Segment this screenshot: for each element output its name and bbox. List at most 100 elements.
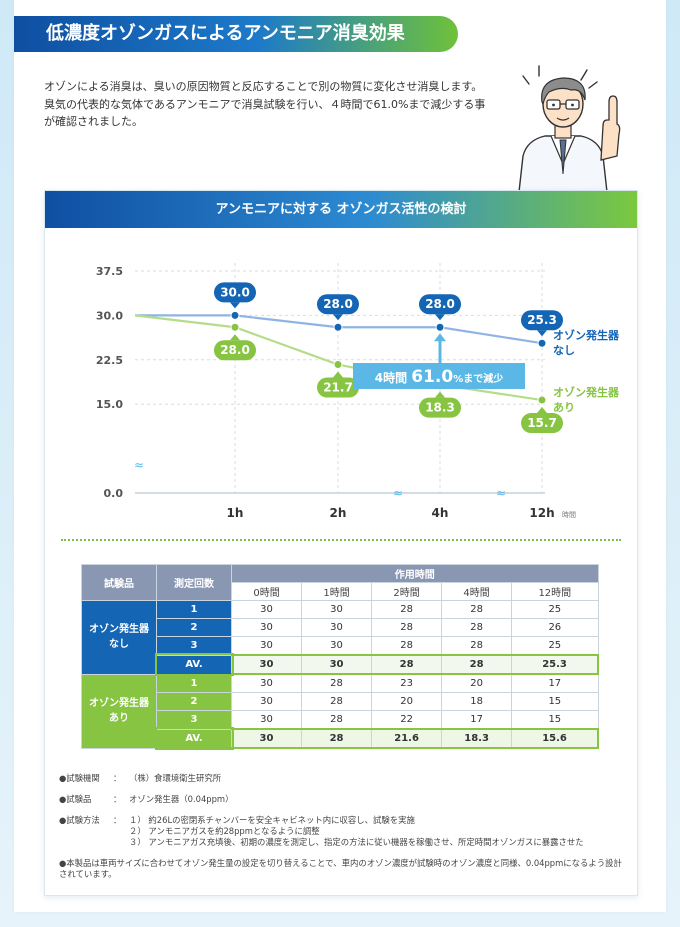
- run-number: 3: [156, 710, 232, 730]
- value-cell: 30: [230, 636, 303, 656]
- header-time: 0時間: [230, 582, 303, 601]
- value-cell: 25: [511, 636, 599, 656]
- average-cell: 28: [371, 654, 443, 675]
- series-name: なし: [553, 344, 575, 357]
- note-colon: ：: [113, 794, 122, 804]
- data-label-bubble: [214, 340, 256, 361]
- value-cell: 26: [511, 618, 599, 637]
- value-cell: 22: [371, 710, 443, 730]
- value-cell: 28: [301, 710, 373, 730]
- value-cell: 28: [371, 600, 443, 619]
- data-label-bubble: [214, 282, 256, 303]
- section-divider: [61, 539, 621, 541]
- data-label-pointer: [333, 314, 343, 321]
- data-point: [230, 322, 240, 332]
- data-label: 21.7: [323, 381, 353, 395]
- note-colon: ：: [113, 773, 122, 783]
- notes: ●試験機関 ： （株）食環境衛生研究所 ●試験品 ： オゾン発生器（0.04pp…: [59, 773, 629, 890]
- value-cell: 28: [441, 600, 513, 619]
- data-label: 15.7: [527, 416, 557, 430]
- run-number: 2: [156, 692, 232, 711]
- average-cell: 28: [441, 654, 513, 675]
- data-label-pointer: [537, 407, 547, 414]
- data-label-pointer: [230, 302, 240, 309]
- value-cell: 30: [301, 600, 373, 619]
- header-time: 12時間: [511, 582, 599, 601]
- header-duration: 作用時間: [231, 564, 599, 583]
- page-title: 低濃度オゾンガスによるアンモニア消臭効果: [14, 16, 458, 52]
- value-cell: 17: [441, 710, 513, 730]
- x-tick-label: 2h: [330, 506, 347, 520]
- value-cell: 18: [441, 692, 513, 711]
- note-method: ●試験方法 ： １） 約26Lの密閉系チャンバーを安全キャビネット内に収容し、試…: [59, 815, 629, 848]
- run-number: 2: [156, 618, 232, 637]
- value-cell: 30: [230, 673, 303, 693]
- note-product: ●試験品 ： オゾン発生器（0.04ppm）: [59, 794, 629, 805]
- axis-break-mark: ≈: [134, 458, 144, 472]
- note-label: ●試験品: [59, 794, 92, 804]
- data-point: [333, 322, 343, 332]
- run-number: 1: [156, 600, 232, 619]
- value-cell: 28: [441, 618, 513, 637]
- header-count: 測定回数: [156, 564, 232, 601]
- scientist-illustration: [518, 65, 621, 192]
- average-label: AV.: [154, 653, 234, 676]
- x-tick-label: 12h: [529, 506, 554, 520]
- axis-break-mark: ≈: [393, 486, 403, 500]
- value-cell: 28: [371, 618, 443, 637]
- header-time: 2時間: [371, 582, 443, 601]
- data-label-bubble: [419, 397, 461, 418]
- axis-break-mark: ≈: [496, 486, 506, 500]
- note-text: １） 約26Lの密閉系チャンバーを安全キャビネット内に収容し、試験を実施 ２） …: [129, 815, 629, 848]
- series-name: あり: [553, 401, 575, 414]
- value-cell: 30: [301, 618, 373, 637]
- data-label-pointer: [435, 391, 445, 398]
- note-label: ●試験機関: [59, 773, 100, 783]
- note-text: オゾン発生器（0.04ppm）: [129, 794, 234, 804]
- data-label-bubble: [317, 294, 359, 315]
- average-cell: 30: [301, 654, 373, 675]
- callout-arrowhead: [434, 333, 446, 342]
- data-label: 18.3: [425, 401, 455, 415]
- data-label-bubble: [419, 294, 461, 315]
- x-tick-label: 4h: [432, 506, 449, 520]
- value-cell: 28: [441, 636, 513, 656]
- results-card: アンモニアに対する オゾンガス活性の検討 0.0 15.0 22.5 30.0 37.5…: [44, 190, 638, 896]
- data-label-bubble: [317, 377, 359, 398]
- y-tick-label: 22.5: [96, 354, 123, 367]
- average-cell: 30: [230, 728, 303, 749]
- intro-text: オゾンによる消臭は、臭いの原因物質と反応することで別の物質に変化させ消臭します。…: [44, 78, 494, 131]
- value-cell: 28: [371, 636, 443, 656]
- data-label-pointer: [435, 314, 445, 321]
- average-cell: 28: [301, 728, 373, 749]
- group-label: オゾン発生器 あり: [81, 673, 157, 749]
- run-number: 1: [156, 673, 232, 693]
- y-tick-label: 15.0: [96, 398, 123, 411]
- intro-paragraph-2: 臭気の代表的な気体であるアンモニアで消臭試験を行い、４時間で61.0%まで減少す…: [44, 97, 486, 129]
- method-step: ３） アンモニアガス充填後、初期の濃度を測定し、指定の方法に従い機器を稼働させ、…: [129, 837, 584, 847]
- data-label-pointer: [537, 330, 547, 337]
- data-label: 30.0: [220, 285, 250, 299]
- header-time: 1時間: [301, 582, 373, 601]
- intro-paragraph-1: オゾンによる消臭は、臭いの原因物質と反応することで別の物質に変化させ消臭します。: [44, 80, 483, 93]
- header-time: 4時間: [441, 582, 513, 601]
- note-text: （株）食環境衛生研究所: [129, 773, 222, 783]
- callout-text: 4時間 61.0%まで減少: [375, 367, 504, 387]
- value-cell: 17: [511, 673, 599, 693]
- data-label-pointer: [230, 334, 240, 341]
- data-point: [537, 338, 547, 348]
- average-cell: 21.6: [371, 728, 443, 749]
- value-cell: 30: [230, 710, 303, 730]
- footnote: ●本製品は車両サイズに合わせてオゾン発生量の設定を切り替えることで、車内のオゾン…: [59, 858, 629, 880]
- value-cell: 15: [511, 692, 599, 711]
- method-step: ２） アンモニアガスを約28ppmとなるように調整: [129, 826, 320, 836]
- value-cell: 30: [230, 600, 303, 619]
- results-table: 試験品 測定回数 作用時間 0時間 1時間 2時間 4時間 12時間 オゾン発生器 なし 1 30 30…: [81, 564, 600, 750]
- series-name: オゾン発生器: [553, 328, 620, 342]
- header-test-item: 試験品: [81, 564, 157, 601]
- y-tick-label: 37.5: [96, 265, 123, 278]
- data-point: [333, 360, 343, 370]
- value-cell: 23: [371, 673, 443, 693]
- footnote-text: ●本製品は車両サイズに合わせてオゾン発生量の設定を切り替えることで、車内のオゾン…: [59, 858, 622, 879]
- value-cell: 30: [301, 636, 373, 656]
